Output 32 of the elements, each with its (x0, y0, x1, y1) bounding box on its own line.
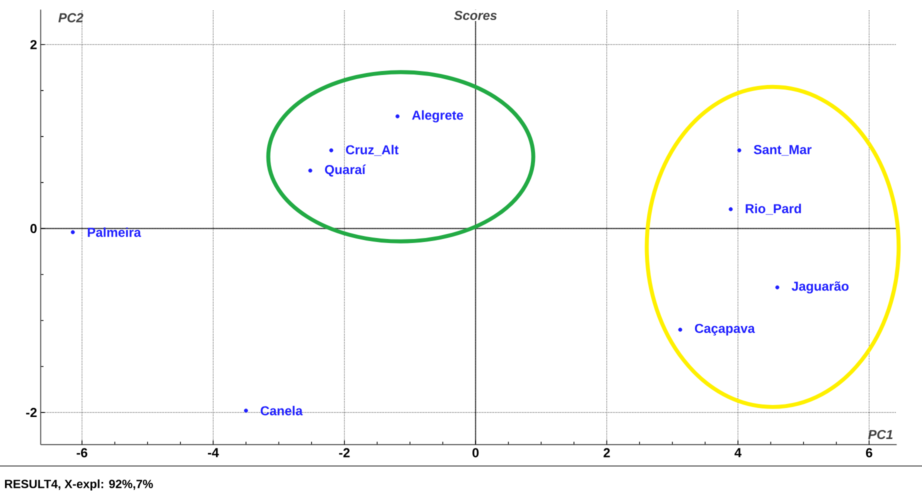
x-tick-label: -6 (76, 448, 88, 458)
annotation: Palmeira (88, 227, 142, 237)
x-tick-label: -4 (208, 448, 219, 458)
point (396, 114, 400, 118)
x-axis-title: PC1 (868, 430, 892, 440)
annotation: Caçapava (694, 324, 755, 336)
x-tick-label: 2 (604, 448, 610, 458)
point (329, 148, 334, 152)
annotation: Rio_Pard (746, 204, 801, 215)
point (728, 207, 733, 212)
point (244, 408, 248, 413)
y-tick-label: 2 (30, 40, 37, 50)
point (678, 328, 682, 332)
text: RESULT4, X-expl: 92%,7% (5, 479, 153, 491)
point (737, 148, 742, 152)
y-tick-label: 0 (30, 224, 37, 234)
x-tick-label: 0 (472, 448, 479, 458)
point (308, 168, 312, 173)
x-tick-label: 4 (734, 448, 742, 458)
annotation: Sant_Mar (754, 145, 812, 156)
y-tick-label: -2 (26, 408, 37, 417)
annotation: Canela (260, 406, 303, 416)
point (775, 285, 780, 290)
annotation: Quaraí (325, 164, 366, 177)
x-tick-label: -2 (339, 448, 350, 458)
annotation: Jaguarão (792, 281, 849, 294)
chart-title: Scores (454, 10, 497, 20)
annotation: Alegrete (412, 110, 464, 122)
annotation: Cruz_Alt (346, 144, 399, 156)
point (70, 230, 75, 234)
y-axis-title: PC2 (58, 13, 84, 22)
x-tick-label: 6 (866, 448, 872, 458)
